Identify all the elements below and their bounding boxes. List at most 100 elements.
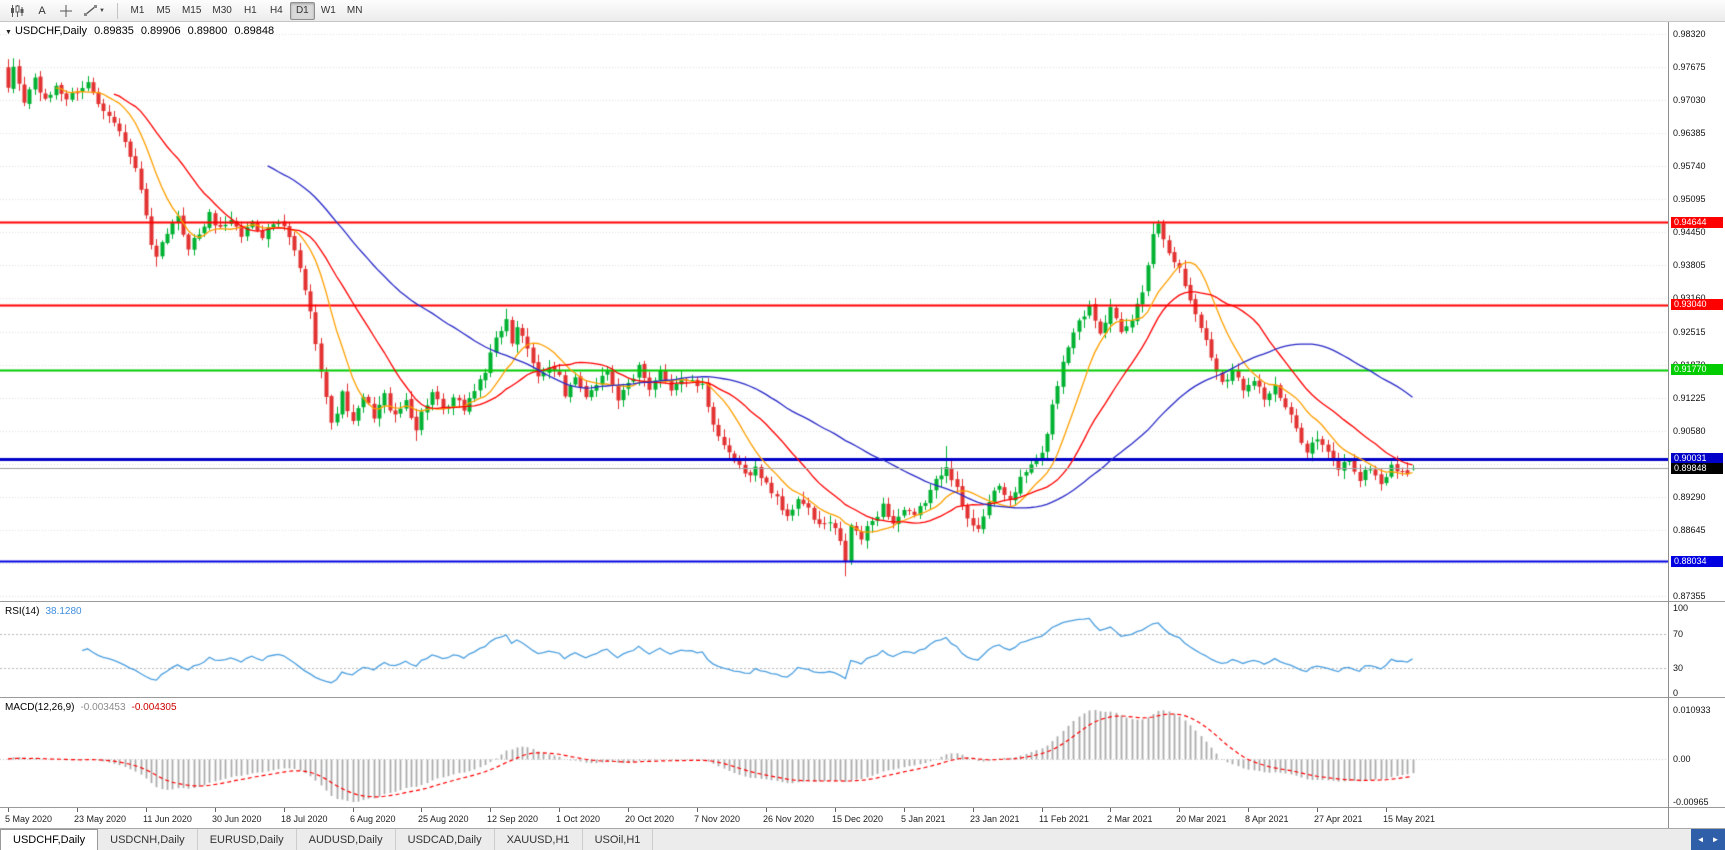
panel-divider[interactable] — [0, 807, 1725, 808]
timeframe-button-h1[interactable]: H1 — [243, 5, 257, 16]
date-tick — [766, 808, 767, 812]
date-tick — [1386, 808, 1387, 812]
crosshair-tool-button[interactable] — [55, 2, 77, 20]
date-axis-label: 7 Nov 2020 — [694, 814, 741, 824]
date-axis-label: 12 Sep 2020 — [487, 814, 539, 824]
chart-type-icon[interactable] — [5, 2, 29, 20]
price-axis-label: 0.90580 — [1673, 426, 1706, 436]
chart-window: ▼ USDCHF,Daily 0.89835 0.89906 0.89800 0.8984… — [0, 22, 1725, 828]
tab-scroll-left[interactable]: ◄ — [1696, 835, 1705, 844]
tab-usdcad-daily[interactable]: USDCAD,Daily — [396, 829, 495, 850]
price-axis[interactable]: 0.98320 0.97675 0.97030 0.96385 0.95740 0.950… — [1668, 22, 1725, 828]
date-tick — [559, 808, 560, 812]
date-axis-label: 18 Jul 2020 — [281, 814, 328, 824]
date-tick — [77, 808, 78, 812]
tab-scroll-right[interactable]: ► — [1711, 835, 1720, 844]
price-axis-label: 0.94450 — [1673, 227, 1706, 237]
panel-divider[interactable] — [0, 601, 1725, 602]
timeframe-button-h4[interactable]: H4 — [269, 5, 283, 16]
date-tick — [697, 808, 698, 812]
date-tick — [8, 808, 9, 812]
date-axis-label: 5 May 2020 — [5, 814, 53, 824]
current-price-badge: 0.89848 — [1671, 463, 1723, 474]
macd-axis-label: 0.010933 — [1673, 705, 1711, 715]
date-axis-label: 23 Jan 2021 — [970, 814, 1020, 824]
date-axis-label: 15 May 2021 — [1383, 814, 1436, 824]
date-axis-label: 1 Oct 2020 — [556, 814, 601, 824]
price-axis-label: 0.95095 — [1673, 194, 1706, 204]
timeframe-button-w1[interactable]: W1 — [320, 5, 336, 16]
date-axis-label: 2 Mar 2021 — [1107, 814, 1153, 824]
tab-audusd-daily[interactable]: AUDUSD,Daily — [297, 829, 396, 850]
tab-usoil-h1[interactable]: USOil,H1 — [583, 829, 654, 850]
date-axis-label: 8 Apr 2021 — [1245, 814, 1289, 824]
collapse-icon[interactable]: ▼ — [5, 29, 12, 36]
price-chart-canvas[interactable] — [0, 22, 1668, 601]
date-axis-label: 15 Dec 2020 — [832, 814, 884, 824]
rsi-label: RSI(14) 38.1280 — [5, 606, 82, 617]
chevron-down-icon: ▼ — [99, 7, 105, 14]
date-axis-label: 20 Oct 2020 — [625, 814, 675, 824]
date-axis-label: 26 Nov 2020 — [763, 814, 815, 824]
date-axis-label: 30 Jun 2020 — [212, 814, 262, 824]
price-axis-label: 0.88645 — [1673, 525, 1706, 535]
date-tick — [490, 808, 491, 812]
objects-dropdown-button[interactable]: ▼ — [79, 2, 110, 20]
panel-divider[interactable] — [0, 697, 1725, 698]
timeframe-button-m1[interactable]: M1 — [130, 5, 145, 16]
date-axis-label: 5 Jan 2021 — [901, 814, 946, 824]
timeframe-button-d1[interactable]: D1 — [289, 1, 315, 20]
quote-label: ▼ USDCHF,Daily 0.89835 0.89906 0.89800 0.8984… — [5, 25, 281, 37]
price-axis-label: 0.92515 — [1673, 327, 1706, 337]
candlestick-icon — [11, 4, 24, 17]
macd-indicator-canvas[interactable] — [0, 698, 1668, 807]
date-tick — [1179, 808, 1180, 812]
date-tick — [628, 808, 629, 812]
rsi-axis-label: 0 — [1673, 688, 1679, 698]
date-axis-label: 20 Mar 2021 — [1176, 814, 1227, 824]
macd-value: -0.003453 — [80, 702, 126, 713]
quote-close: 0.89848 — [234, 25, 275, 37]
date-tick — [421, 808, 422, 812]
date-tick — [835, 808, 836, 812]
tab-eurusd-daily[interactable]: EURUSD,Daily — [198, 829, 297, 850]
rsi-name: RSI(14) — [5, 606, 40, 617]
date-tick — [1317, 808, 1318, 812]
timeframe-button-mn[interactable]: MN — [346, 5, 363, 16]
macd-axis-label: -0.00965 — [1673, 797, 1709, 807]
rsi-indicator-canvas[interactable] — [0, 602, 1668, 697]
cursor-tool-button[interactable]: A — [38, 4, 46, 17]
price-axis-label: 0.98320 — [1673, 29, 1706, 39]
date-axis-label: 27 Apr 2021 — [1314, 814, 1363, 824]
timeframe-button-m30[interactable]: M30 — [212, 5, 232, 16]
quote-low: 0.89800 — [187, 25, 228, 37]
macd-axis-label: 0.00 — [1673, 754, 1691, 764]
date-axis-label: 25 Aug 2020 — [418, 814, 469, 824]
time-axis[interactable]: 5 May 2020 23 May 2020 11 Jun 2020 30 Jun 2… — [0, 808, 1668, 828]
date-axis-label: 6 Aug 2020 — [350, 814, 396, 824]
price-axis-label: 0.93160 — [1673, 293, 1706, 303]
timeframe-button-m15[interactable]: M15 — [181, 5, 202, 16]
rsi-axis-label: 30 — [1673, 663, 1684, 673]
macd-signal-value: -0.004305 — [131, 702, 177, 713]
date-tick — [146, 808, 147, 812]
date-axis-label: 11 Feb 2021 — [1039, 814, 1089, 824]
price-axis-label: 0.97675 — [1673, 62, 1706, 72]
timeframe-button-m5[interactable]: M5 — [156, 5, 171, 16]
price-axis-label: 0.87355 — [1673, 591, 1706, 601]
quote-high: 0.89906 — [140, 25, 181, 37]
chart-toolbar: A ▼ M1 M5 M15 M30 H1 H4 D1 W1 MN — [0, 0, 1725, 22]
tab-usdcnh-daily[interactable]: USDCNH,Daily — [98, 829, 198, 850]
tab-usdchf-daily[interactable]: USDCHF,Daily — [0, 829, 99, 850]
price-axis-label: 0.97030 — [1673, 95, 1706, 105]
date-tick — [1042, 808, 1043, 812]
trendline-icon — [84, 5, 97, 16]
price-axis-label: 0.95740 — [1673, 161, 1706, 171]
timeframe-button-group: M1 M5 M15 M30 H1 H4 D1 W1 MN — [125, 1, 367, 20]
crosshair-icon — [60, 4, 72, 17]
price-line-badge: 0.93040 — [1671, 299, 1723, 310]
chart-tabs-bar: USDCHF,Daily USDCNH,Daily EURUSD,Daily AUDU… — [0, 828, 1725, 850]
tab-xauusd-h1[interactable]: XAUUSD,H1 — [495, 829, 583, 850]
tab-scroll-buttons: ◄ ► — [1691, 829, 1725, 850]
